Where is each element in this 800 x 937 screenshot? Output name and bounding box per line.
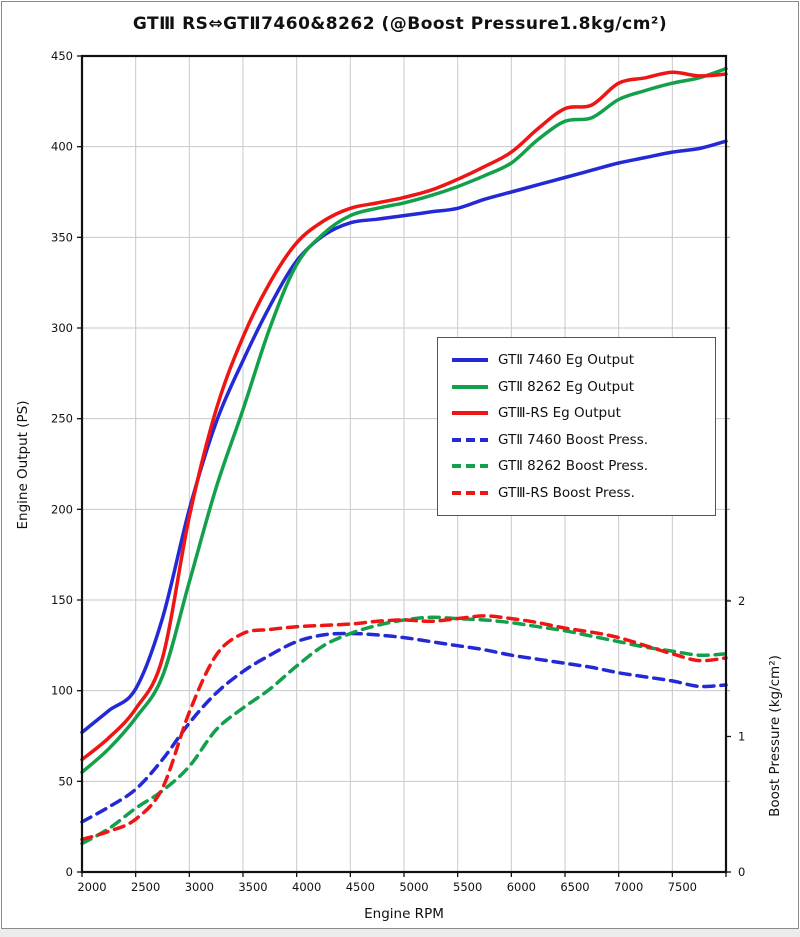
legend-entry-4: GTⅡ 8262 Boost Press. [451,454,705,478]
legend-line-swatch [452,384,488,389]
legend-entry-0: GTⅡ 7460 Eg Output [451,348,705,372]
x-tick-label: 4500 [346,880,375,894]
y-left-tick-label: 450 [51,49,73,63]
x-tick-label: 3500 [238,880,267,894]
legend-line-swatch [452,358,488,363]
series-curves [80,66,728,846]
curve-gt-8262-eg-output [80,66,728,775]
legend-entry-2: GTⅢ-RS Eg Output [451,401,705,425]
y-right-tick-label: 2 [738,594,745,608]
x-tick-label: 7500 [668,880,697,894]
y-left-tick-label: 100 [51,684,73,698]
y-right-axis-label: Boost Pressure (kg/cm²) [767,655,783,817]
bottom-margin-strip [0,929,800,937]
legend-entry-3: GTⅡ 7460 Boost Press. [451,428,705,452]
curve-gt-8262-boost-press- [80,615,728,846]
x-tick-label: 2000 [77,880,106,894]
x-tick-label: 6000 [507,880,536,894]
x-tick-label: 2500 [131,880,160,894]
plot-frame [80,54,728,874]
legend-entry-label: GTⅡ 7460 Boost Press. [498,431,649,448]
y-left-tick-label: 250 [51,412,73,426]
legend-entry-label: GTⅢ-RS Boost Press. [498,484,635,501]
curve-gt-7460-eg-output [80,139,728,735]
x-axis-label: Engine RPM [364,906,444,922]
y-left-tick-label: 200 [51,502,73,516]
legend-line-swatch [452,464,488,469]
y-left-tick-label: 0 [66,865,73,879]
y-left-axis-label: Engine Output (PS) [15,400,31,530]
x-tick-label: 3000 [185,880,214,894]
legend-line-swatch [452,437,488,442]
x-tick-label: 6500 [560,880,589,894]
legend-entry-label: GTⅡ 8262 Eg Output [498,378,635,395]
gridlines [82,56,726,872]
legend-entry-label: GTⅡ 8262 Boost Press. [498,458,649,475]
y-left-tick-label: 350 [51,230,73,244]
legend-line-swatch [452,490,488,495]
x-tick-label: 7000 [614,880,643,894]
y-left-tick-label: 400 [51,140,73,154]
legend-entry-label: GTⅢ-RS Eg Output [498,405,621,422]
y-left-tick-label: 150 [51,593,73,607]
y-left-tick-label: 300 [51,321,73,335]
legend-entry-label: GTⅡ 7460 Eg Output [498,352,635,369]
x-tick-label: 5500 [453,880,482,894]
y-right-tick-label: 1 [738,730,745,744]
curve-gt-7460-boost-press- [80,631,728,824]
chart-title: GTⅢ RS⇔GTⅡ7460&8262 (@Boost Pressure1.8k… [132,14,668,34]
legend-entry-5: GTⅢ-RS Boost Press. [451,481,705,505]
x-tick-label: 5000 [399,880,428,894]
y-left-tick-label: 50 [58,774,73,788]
legend-box: GTⅡ 7460 Eg Output GTⅡ 8262 Eg Output GTⅢ-… [437,337,716,516]
y-right-tick-label: 0 [738,865,745,879]
curve-gt-rs-boost-press- [80,614,728,842]
legend-entry-1: GTⅡ 8262 Eg Output [451,375,705,399]
x-tick-label: 4000 [292,880,321,894]
legend-line-swatch [452,411,488,416]
curve-gt-rs-eg-output [80,70,728,762]
